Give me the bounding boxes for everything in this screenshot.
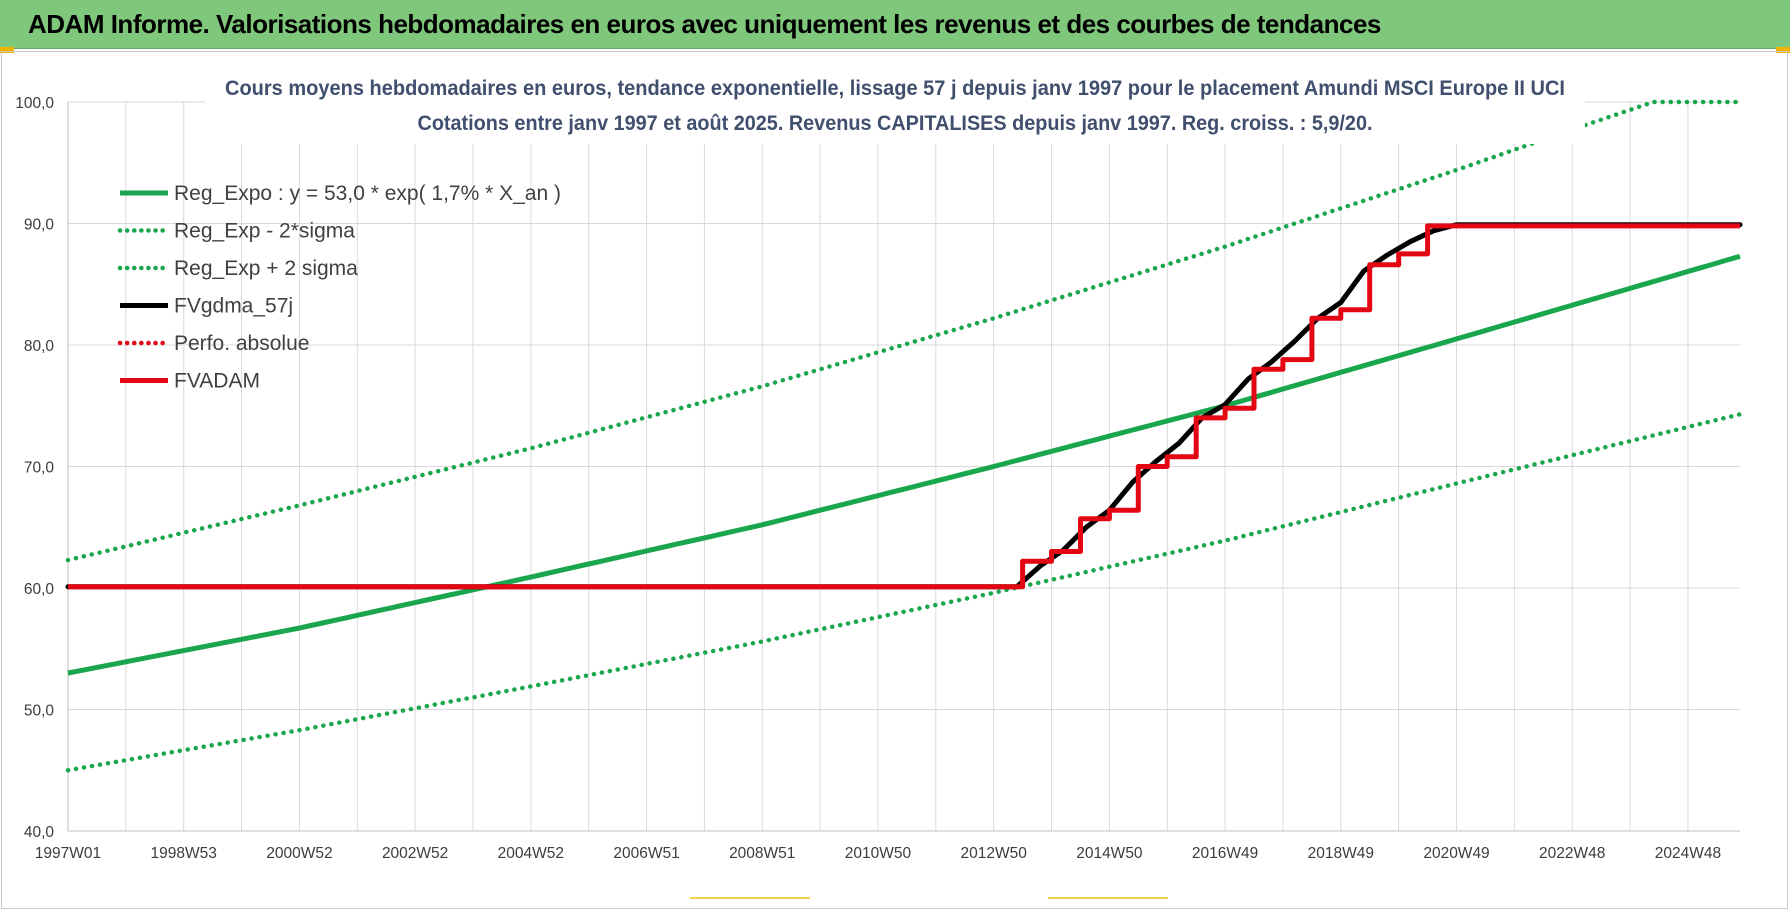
legend-label: FVgdma_57j (174, 295, 293, 318)
y-tick-label: 40,0 (24, 824, 55, 841)
series-line-3 (65, 222, 1743, 590)
x-tick-label: 2012W50 (960, 845, 1027, 862)
chart-subtitle: Cotations entre janv 1997 et août 2025. … (418, 112, 1373, 135)
header-banner: ADAM Informe. Valorisations hebdomadaire… (0, 0, 1790, 49)
x-tick-label: 2000W52 (266, 845, 332, 862)
legend-label: Reg_Exp - 2*sigma (174, 220, 355, 243)
series-line-5 (68, 223, 1740, 590)
page-title: ADAM Informe. Valorisations hebdomadaire… (28, 9, 1381, 39)
x-tick-label: 1998W53 (151, 845, 217, 862)
series (65, 99, 1743, 773)
chart-title: Cours moyens hebdomadaires en euros, ten… (225, 77, 1565, 100)
series-line-2 (65, 99, 1743, 563)
x-tick-label: 2008W51 (729, 845, 795, 862)
legend: Reg_Expo : y = 53,0 * exp( 1,7% * X_an )… (117, 182, 561, 393)
x-tick-label: 2024W48 (1655, 845, 1721, 862)
legend-label: Perfo. absolue (174, 332, 309, 355)
decorative-line (1048, 897, 1168, 899)
series-line-1 (65, 412, 1743, 773)
series-line-0 (67, 253, 1741, 676)
grid (67, 101, 1740, 832)
y-tick-label: 90,0 (24, 217, 55, 234)
title-background (205, 66, 1585, 144)
x-tick-label: 2002W52 (382, 845, 448, 862)
x-tick-label: 2010W50 (845, 845, 912, 862)
legend-label: FVADAM (174, 370, 260, 393)
y-tick-label: 60,0 (24, 581, 55, 598)
legend-label: Reg_Exp + 2 sigma (174, 257, 358, 280)
x-tick-label: 2006W51 (613, 845, 679, 862)
x-tick-label: 2004W52 (498, 845, 564, 862)
y-tick-label: 70,0 (24, 460, 55, 477)
x-tick-label: 2020W49 (1423, 845, 1489, 862)
x-tick-label: 2016W49 (1192, 845, 1258, 862)
x-tick-label: 1997W01 (35, 845, 101, 862)
corner-mark (1776, 47, 1790, 53)
chart-frame (1, 51, 1788, 909)
x-tick-label: 2018W49 (1308, 845, 1374, 862)
y-tick-label: 100,0 (15, 95, 54, 112)
corner-mark (0, 47, 14, 53)
legend-label: Reg_Expo : y = 53,0 * exp( 1,7% * X_an ) (174, 182, 561, 205)
x-tick-label: 2022W48 (1539, 845, 1605, 862)
decorative-line (690, 897, 810, 899)
y-tick-label: 80,0 (24, 338, 55, 355)
axes: 40,0 50,0 60,0 70,0 80,0 90,0 100,0 1997W01 1998… (15, 95, 1740, 862)
y-tick-label: 50,0 (24, 703, 55, 720)
x-tick-label: 2014W50 (1076, 845, 1143, 862)
